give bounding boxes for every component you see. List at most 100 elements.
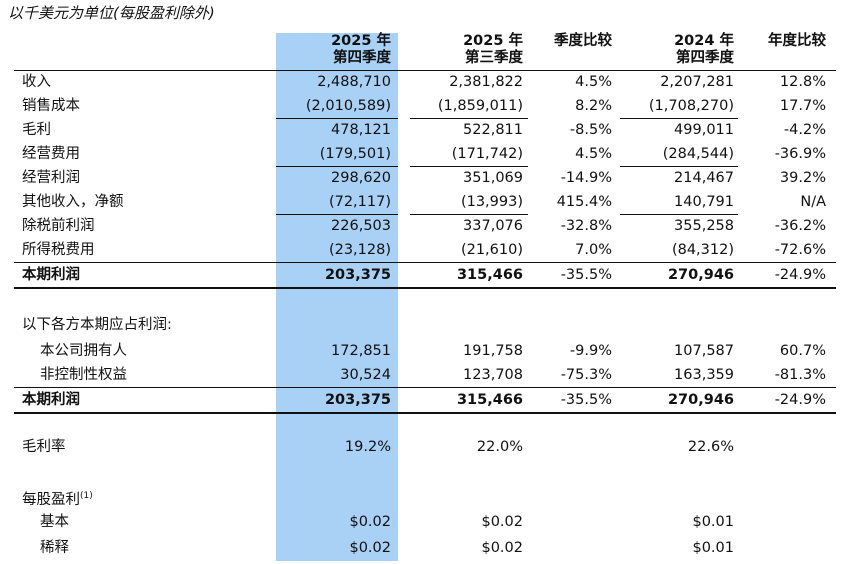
col-header-yoy: 年度比较 bbox=[768, 33, 826, 49]
value-q4-2024: $0.01 bbox=[692, 540, 734, 556]
value-q3-2025: 522,811 bbox=[463, 122, 523, 138]
value-q3-2025: 123,708 bbox=[463, 367, 523, 383]
value-q4-2024: (284,544) bbox=[662, 146, 734, 162]
rule-col2-subtotal-3 bbox=[410, 214, 528, 215]
value-yoy: -24.9% bbox=[774, 267, 826, 283]
value-yoy: -36.9% bbox=[774, 146, 826, 162]
value-yoy: 17.7% bbox=[779, 98, 826, 114]
value-q3-2025: 351,069 bbox=[463, 170, 523, 186]
rule-col1-subtotal-1 bbox=[276, 118, 398, 119]
value-yoy: -81.3% bbox=[774, 367, 826, 383]
value-yoy: 12.8% bbox=[779, 74, 826, 90]
row-label: 毛利 bbox=[22, 122, 51, 138]
value-q4-2025: 30,524 bbox=[340, 367, 391, 383]
col-header-q4-2025: 2025 年第四季度 bbox=[331, 33, 391, 66]
value-qoq: -8.5% bbox=[569, 122, 612, 138]
value-yoy: N/A bbox=[800, 194, 826, 210]
col-header-q4-2024: 2024 年第四季度 bbox=[674, 33, 734, 66]
value-q4-2024: 355,258 bbox=[674, 218, 734, 234]
value-q4-2024: 270,946 bbox=[667, 392, 734, 408]
footnote-marker: (1) bbox=[80, 491, 93, 501]
row-label: 本期利润 bbox=[22, 392, 80, 408]
value-q4-2025: 2,488,710 bbox=[317, 74, 391, 90]
value-qoq: -35.5% bbox=[560, 392, 612, 408]
value-yoy: -24.9% bbox=[774, 392, 826, 408]
value-q4-2024: 2,207,281 bbox=[660, 74, 734, 90]
rule-col2-subtotal-2 bbox=[410, 166, 528, 167]
value-yoy: -72.6% bbox=[774, 242, 826, 258]
value-qoq: 4.5% bbox=[575, 146, 612, 162]
value-q3-2025: (21,610) bbox=[460, 242, 523, 258]
rule-col4-subtotal-2 bbox=[620, 166, 738, 167]
value-qoq: 8.2% bbox=[575, 98, 612, 114]
row-label: 所得税费用 bbox=[22, 242, 95, 258]
rule-header-bottom bbox=[14, 70, 836, 71]
rule-col1-subtotal-2 bbox=[276, 166, 398, 167]
value-qoq: -75.3% bbox=[560, 367, 612, 383]
row-label: 以下各方本期应占利润: bbox=[22, 317, 172, 333]
value-yoy: -36.2% bbox=[774, 218, 826, 234]
row-label: 销售成本 bbox=[22, 98, 80, 114]
value-q3-2025: 337,076 bbox=[463, 218, 523, 234]
rule-col1-subtotal-3 bbox=[276, 214, 398, 215]
value-yoy: 60.7% bbox=[779, 343, 826, 359]
value-q4-2024: (84,312) bbox=[671, 242, 734, 258]
value-qoq: 415.4% bbox=[556, 194, 612, 210]
value-q4-2025: $0.02 bbox=[349, 540, 391, 556]
row-label: 每股盈利(1) bbox=[22, 491, 93, 508]
value-q3-2025: 2,381,822 bbox=[449, 74, 523, 90]
value-qoq: 4.5% bbox=[575, 74, 612, 90]
value-q4-2025: 226,503 bbox=[331, 218, 391, 234]
value-q4-2025: $0.02 bbox=[349, 514, 391, 530]
value-q4-2024: (1,708,270) bbox=[648, 98, 734, 114]
value-q4-2025: 478,121 bbox=[331, 122, 391, 138]
value-q4-2025: 203,375 bbox=[324, 392, 391, 408]
rule-col4-subtotal-1 bbox=[620, 118, 738, 119]
col-header-q3-2025: 2025 年第三季度 bbox=[463, 33, 523, 66]
row-label: 除税前利润 bbox=[22, 218, 95, 234]
value-q4-2025: 172,851 bbox=[331, 343, 391, 359]
value-q4-2025: (2,010,589) bbox=[305, 98, 391, 114]
col-header-qoq: 季度比较 bbox=[554, 33, 612, 49]
table-caption: 以千美元为单位(每股盈利除外) bbox=[8, 4, 215, 22]
value-q4-2024: 107,587 bbox=[674, 343, 734, 359]
rule-col2-subtotal-1 bbox=[410, 118, 528, 119]
value-q4-2024: 140,791 bbox=[674, 194, 734, 210]
row-label: 本公司拥有人 bbox=[40, 343, 127, 359]
value-q3-2025: (13,993) bbox=[460, 194, 523, 210]
value-yoy: 39.2% bbox=[779, 170, 826, 186]
row-label: 稀释 bbox=[40, 540, 69, 556]
value-q3-2025: 22.0% bbox=[476, 439, 523, 455]
row-label: 非控制性权益 bbox=[40, 367, 127, 383]
value-yoy: -4.2% bbox=[783, 122, 826, 138]
value-qoq: -32.8% bbox=[560, 218, 612, 234]
value-q3-2025: (1,859,011) bbox=[437, 98, 523, 114]
rule-before-profit-2 bbox=[14, 387, 836, 388]
value-q4-2025: (23,128) bbox=[328, 242, 391, 258]
value-q4-2024: 22.6% bbox=[687, 439, 734, 455]
row-label: 毛利率 bbox=[22, 439, 66, 455]
current-quarter-highlight bbox=[276, 33, 398, 561]
value-qoq: -14.9% bbox=[560, 170, 612, 186]
value-q4-2024: 499,011 bbox=[674, 122, 734, 138]
row-label: 本期利润 bbox=[22, 267, 80, 283]
value-qoq: -35.5% bbox=[560, 267, 612, 283]
row-label: 其他收入，净额 bbox=[22, 194, 124, 210]
rule-after-profit-2 bbox=[14, 412, 836, 414]
value-qoq: 7.0% bbox=[575, 242, 612, 258]
value-q3-2025: $0.02 bbox=[481, 540, 523, 556]
row-label: 经营利润 bbox=[22, 170, 80, 186]
value-q3-2025: 191,758 bbox=[463, 343, 523, 359]
value-q3-2025: 315,466 bbox=[456, 392, 523, 408]
value-q4-2024: 270,946 bbox=[667, 267, 734, 283]
row-label: 基本 bbox=[40, 514, 69, 530]
value-q4-2024: 214,467 bbox=[674, 170, 734, 186]
value-q4-2025: 19.2% bbox=[344, 439, 391, 455]
value-q3-2025: $0.02 bbox=[481, 514, 523, 530]
value-q4-2024: $0.01 bbox=[692, 514, 734, 530]
value-q4-2025: (179,501) bbox=[319, 146, 391, 162]
row-label: 经营费用 bbox=[22, 146, 80, 162]
value-q3-2025: 315,466 bbox=[456, 267, 523, 283]
value-q4-2024: 163,359 bbox=[674, 367, 734, 383]
